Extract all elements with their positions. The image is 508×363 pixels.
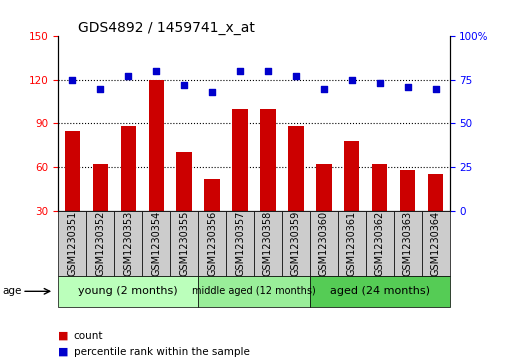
- Bar: [142, 211, 170, 276]
- Text: GSM1230364: GSM1230364: [431, 211, 440, 276]
- Bar: [400, 170, 416, 211]
- Bar: [316, 164, 332, 211]
- Bar: [226, 211, 254, 276]
- Point: [96, 86, 104, 91]
- Text: GSM1230354: GSM1230354: [151, 211, 161, 276]
- Text: GDS4892 / 1459741_x_at: GDS4892 / 1459741_x_at: [78, 21, 255, 35]
- Bar: [260, 109, 276, 211]
- Bar: [198, 211, 226, 276]
- Bar: [65, 131, 80, 211]
- Text: GSM1230353: GSM1230353: [123, 211, 133, 276]
- Bar: [92, 164, 108, 211]
- Text: percentile rank within the sample: percentile rank within the sample: [74, 347, 249, 357]
- Text: count: count: [74, 331, 103, 341]
- Point: [431, 86, 439, 91]
- Text: middle aged (12 months): middle aged (12 months): [192, 286, 316, 296]
- Text: GSM1230360: GSM1230360: [319, 211, 329, 276]
- Bar: [344, 141, 360, 211]
- Point: [264, 68, 272, 74]
- Bar: [310, 276, 450, 307]
- Bar: [198, 276, 310, 307]
- Text: GSM1230355: GSM1230355: [179, 211, 189, 276]
- Point: [403, 84, 411, 90]
- Bar: [170, 211, 198, 276]
- Bar: [372, 164, 388, 211]
- Bar: [394, 211, 422, 276]
- Bar: [366, 211, 394, 276]
- Point: [208, 89, 216, 95]
- Text: aged (24 months): aged (24 months): [330, 286, 430, 296]
- Bar: [422, 211, 450, 276]
- Text: ■: ■: [58, 331, 69, 341]
- Text: GSM1230356: GSM1230356: [207, 211, 217, 276]
- Text: GSM1230359: GSM1230359: [291, 211, 301, 276]
- Bar: [282, 211, 310, 276]
- Bar: [288, 126, 304, 211]
- Bar: [338, 211, 366, 276]
- Text: young (2 months): young (2 months): [78, 286, 178, 296]
- Point: [375, 81, 384, 86]
- Bar: [254, 211, 282, 276]
- Point: [292, 73, 300, 79]
- Text: GSM1230361: GSM1230361: [347, 211, 357, 276]
- Point: [180, 82, 188, 88]
- Bar: [120, 126, 136, 211]
- Point: [347, 77, 356, 83]
- Point: [124, 73, 132, 79]
- Text: GSM1230358: GSM1230358: [263, 211, 273, 276]
- Bar: [86, 211, 114, 276]
- Text: GSM1230351: GSM1230351: [68, 211, 77, 276]
- Bar: [232, 109, 248, 211]
- Point: [152, 68, 160, 74]
- Bar: [176, 152, 192, 211]
- Bar: [204, 179, 220, 211]
- Bar: [58, 211, 86, 276]
- Text: GSM1230357: GSM1230357: [235, 211, 245, 276]
- Text: GSM1230352: GSM1230352: [96, 211, 105, 276]
- Point: [236, 68, 244, 74]
- Bar: [310, 211, 338, 276]
- Text: age: age: [3, 286, 22, 296]
- Text: GSM1230362: GSM1230362: [375, 211, 385, 276]
- Bar: [148, 80, 164, 211]
- Point: [68, 77, 76, 83]
- Bar: [114, 211, 142, 276]
- Bar: [428, 174, 443, 211]
- Text: GSM1230363: GSM1230363: [403, 211, 412, 276]
- Text: ■: ■: [58, 347, 69, 357]
- Bar: [58, 276, 198, 307]
- Point: [320, 86, 328, 91]
